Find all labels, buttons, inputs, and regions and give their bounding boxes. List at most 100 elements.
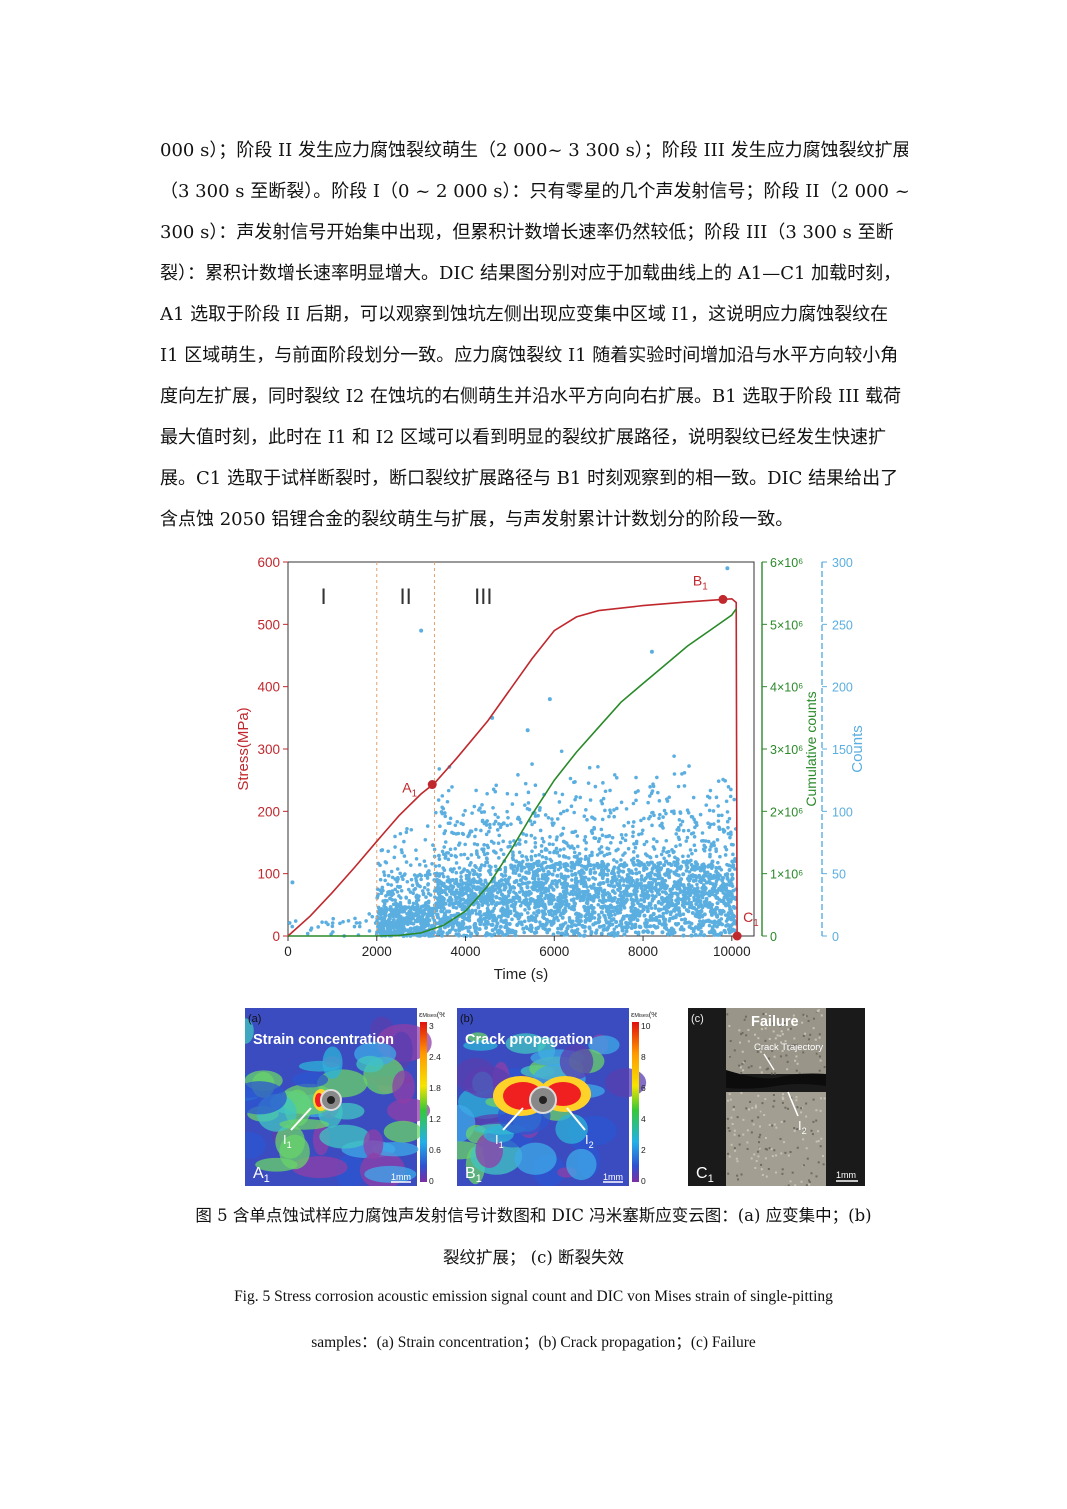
ae-count-point bbox=[609, 841, 613, 845]
texture-speck bbox=[821, 1154, 824, 1157]
ae-count-point bbox=[612, 934, 616, 938]
ae-count-point bbox=[501, 933, 506, 938]
ae-count-point bbox=[352, 924, 357, 929]
texture-speck bbox=[754, 1104, 757, 1107]
texture-speck bbox=[792, 1017, 795, 1020]
x-tick-label: 8000 bbox=[628, 944, 658, 959]
ae-count-point bbox=[576, 917, 581, 922]
ae-count-point bbox=[478, 865, 483, 870]
texture-speck bbox=[785, 1054, 788, 1057]
ae-count-point bbox=[507, 922, 512, 927]
texture-speck bbox=[775, 1126, 778, 1129]
ae-count-point bbox=[662, 863, 667, 868]
ae-count-point bbox=[641, 929, 646, 934]
ae-count-point bbox=[674, 844, 678, 849]
arrow-icon bbox=[290, 1107, 312, 1131]
ae-count-point bbox=[386, 920, 391, 925]
ae-count-point bbox=[528, 897, 533, 902]
arrow-icon bbox=[566, 1107, 586, 1131]
ae-count-point bbox=[672, 811, 676, 816]
ae-count-point bbox=[668, 888, 673, 893]
ae-count-point bbox=[622, 879, 626, 883]
ae-count-point bbox=[589, 930, 594, 935]
ae-count-point bbox=[513, 929, 518, 934]
strain-blob bbox=[279, 1118, 329, 1130]
ae-count-point bbox=[690, 815, 695, 819]
ae-count-point bbox=[732, 896, 737, 901]
texture-speck bbox=[782, 1141, 785, 1144]
ae-count-point bbox=[497, 887, 502, 892]
ae-count-point bbox=[625, 924, 630, 929]
texture-speck bbox=[772, 1093, 775, 1096]
texture-speck bbox=[795, 1043, 798, 1046]
ae-count-point bbox=[470, 811, 474, 815]
ae-count-point bbox=[675, 865, 680, 870]
ae-count-point bbox=[697, 919, 702, 923]
ae-count-point bbox=[390, 889, 395, 893]
texture-speck bbox=[743, 1018, 746, 1021]
ae-count-point bbox=[454, 877, 459, 882]
ae-count-point bbox=[442, 845, 447, 849]
ae-count-point bbox=[397, 927, 402, 932]
ae-count-point bbox=[410, 883, 415, 888]
ae-count-point bbox=[709, 876, 714, 881]
ae-count-point bbox=[495, 895, 499, 900]
ae-count-point bbox=[620, 836, 625, 840]
ae-count-point bbox=[466, 856, 470, 861]
ae-count-point bbox=[326, 922, 330, 927]
texture-speck bbox=[738, 1041, 741, 1044]
texture-speck bbox=[765, 1013, 768, 1016]
ae-count-point bbox=[647, 881, 652, 886]
ae-count-point bbox=[721, 881, 726, 886]
ae-count-point bbox=[601, 895, 606, 900]
ae-count-point bbox=[440, 805, 445, 810]
marker-label-c: C1 bbox=[743, 909, 759, 929]
ae-count-point bbox=[456, 932, 461, 937]
ae-count-point bbox=[560, 792, 565, 797]
ae-count-point bbox=[657, 914, 662, 919]
ae-count-point bbox=[533, 853, 538, 858]
y-mid-tick-label: 2×10⁶ bbox=[770, 805, 803, 819]
ae-count-point bbox=[563, 906, 567, 911]
ae-count-point bbox=[404, 915, 409, 920]
texture-speck bbox=[733, 1129, 736, 1132]
ae-count-point bbox=[455, 819, 460, 824]
ae-count-point bbox=[470, 891, 475, 896]
ae-count-point bbox=[338, 921, 342, 926]
texture-speck bbox=[759, 1133, 762, 1136]
ae-count-point bbox=[635, 918, 640, 923]
ae-count-point bbox=[632, 842, 636, 846]
ae-count-point bbox=[434, 905, 439, 910]
ae-count-point bbox=[729, 787, 733, 792]
ae-count-point bbox=[548, 919, 553, 924]
ae-count-point bbox=[376, 910, 381, 915]
ae-count-point bbox=[506, 877, 511, 881]
ae-count-point bbox=[430, 861, 434, 866]
ae-count-point bbox=[535, 863, 540, 868]
colorbar bbox=[420, 1022, 427, 1182]
ae-count-point bbox=[691, 929, 696, 934]
ae-count-point bbox=[446, 885, 451, 890]
ae-count-point bbox=[620, 928, 625, 933]
texture-speck bbox=[728, 1155, 731, 1158]
texture-speck bbox=[805, 1147, 808, 1150]
ae-count-point bbox=[398, 871, 402, 876]
ae-count-point bbox=[555, 873, 560, 878]
ae-count-point bbox=[678, 843, 682, 847]
ae-count-point bbox=[615, 882, 619, 886]
ae-count-point bbox=[608, 788, 612, 793]
ae-count-point bbox=[677, 837, 682, 842]
ae-count-point bbox=[663, 872, 668, 877]
ae-count-point bbox=[491, 918, 496, 923]
ae-count-point bbox=[447, 889, 452, 894]
ae-count-point bbox=[604, 834, 608, 839]
ae-count-point bbox=[439, 909, 444, 914]
texture-speck bbox=[754, 1106, 757, 1109]
ae-count-point bbox=[624, 833, 628, 837]
texture-speck bbox=[770, 1072, 773, 1075]
ae-count-point bbox=[460, 831, 465, 836]
texture-speck bbox=[759, 1050, 762, 1053]
texture-speck bbox=[817, 1130, 820, 1133]
ae-count-point bbox=[573, 880, 578, 885]
ae-count-point bbox=[648, 794, 652, 798]
